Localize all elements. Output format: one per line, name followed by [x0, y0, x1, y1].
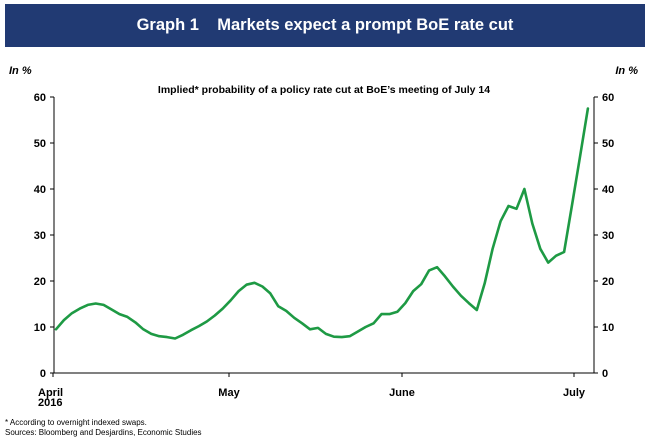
- x-tick-label: May: [218, 387, 240, 399]
- y-tick-label-right: 0: [602, 368, 608, 380]
- left-axis-unit: In %: [9, 65, 32, 77]
- chart-banner: Graph 1 Markets expect a prompt BoE rate…: [5, 4, 645, 47]
- right-axis-unit: In %: [615, 65, 638, 77]
- y-tick-label-right: 60: [602, 92, 614, 104]
- y-tick-label-left: 50: [34, 138, 46, 150]
- x-tick-label: April: [38, 387, 63, 399]
- source-note: Sources: Bloomberg and Desjardins, Econo…: [5, 428, 202, 437]
- y-tick-label-left: 60: [34, 92, 46, 104]
- y-tick-label-right: 20: [602, 276, 614, 288]
- y-tick-label-right: 30: [602, 230, 614, 242]
- y-tick-label-left: 0: [40, 368, 46, 380]
- graph-title: Graph 1 Markets expect a prompt BoE rate…: [136, 16, 514, 34]
- x-tick-label: July: [563, 387, 586, 399]
- y-tick-label-right: 50: [602, 138, 614, 150]
- chart-title: Implied* probability of a policy rate cu…: [158, 84, 490, 96]
- y-tick-label-left: 40: [34, 184, 46, 196]
- y-tick-label-left: 20: [34, 276, 46, 288]
- y-tick-label-left: 30: [34, 230, 46, 242]
- footnote: * According to overnight indexed swaps.: [5, 418, 147, 427]
- series-line: [54, 107, 590, 340]
- y-tick-label-left: 10: [34, 322, 46, 334]
- x-tick-label: June: [389, 387, 415, 399]
- x-tick-sublabel: 2016: [38, 397, 62, 409]
- y-tick-label-right: 10: [602, 322, 614, 334]
- y-tick-label-right: 40: [602, 184, 614, 196]
